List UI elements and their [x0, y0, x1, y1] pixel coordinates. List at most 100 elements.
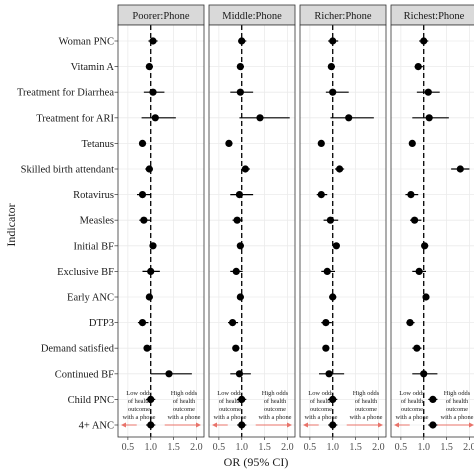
or-point — [415, 267, 423, 275]
low-odds-note: of health — [219, 398, 242, 405]
or-point — [329, 88, 337, 96]
low-odds-arrowhead — [303, 422, 308, 428]
or-point — [147, 267, 155, 275]
high-odds-note: with a phone — [440, 414, 473, 421]
indicator-label: Treatment for Diarrhea — [17, 88, 114, 99]
facet-strip-label: Poorer:Phone — [132, 11, 190, 22]
high-odds-note: with a phone — [349, 414, 382, 421]
or-point — [456, 165, 464, 173]
panel-background — [118, 25, 204, 437]
or-point — [429, 421, 437, 429]
indicator-label: Exclusive BF — [57, 267, 114, 278]
low-odds-note: with a phone — [304, 414, 337, 421]
high-odds-note: outcome — [355, 406, 377, 413]
panel-border — [299, 24, 387, 438]
panel-background — [300, 25, 386, 437]
low-odds-note: with a phone — [213, 414, 246, 421]
or-point — [138, 139, 147, 147]
or-point — [145, 165, 153, 173]
panel-background — [209, 25, 295, 437]
x-tick-label: 2.0 — [190, 442, 203, 453]
low-odds-note: Low odds — [217, 390, 243, 397]
indicator-label: Skilled birth attendant — [21, 165, 114, 176]
or-point — [236, 88, 244, 96]
or-point — [332, 242, 340, 250]
or-point — [422, 293, 430, 301]
high-odds-note: outcome — [173, 406, 195, 413]
facet-strip-label: Richer:Phone — [314, 11, 371, 22]
low-odds-note: with a phone — [395, 414, 428, 421]
or-point — [145, 293, 153, 301]
indicator-label: Measles — [80, 216, 114, 227]
panel-border — [208, 24, 296, 438]
or-point — [420, 370, 428, 378]
x-tick-label: 1.0 — [235, 442, 248, 453]
or-point — [149, 88, 157, 96]
or-point — [138, 319, 147, 327]
or-point — [329, 37, 337, 45]
or-point — [238, 395, 246, 403]
or-point — [236, 63, 244, 71]
or-point — [149, 37, 157, 45]
x-tick-label: 0.5 — [122, 442, 135, 453]
high-odds-note: High odds — [262, 390, 289, 397]
or-point — [225, 139, 233, 147]
facet-strip-label: Middle:Phone — [222, 11, 282, 22]
x-tick-label: 2.0 — [463, 442, 474, 453]
or-point — [147, 395, 155, 403]
x-tick-label: 0.5 — [304, 442, 317, 453]
indicator-label: DTP3 — [89, 318, 114, 329]
or-point — [228, 319, 237, 327]
low-odds-note: of health — [128, 398, 151, 405]
indicator-label: 4+ ANC — [79, 421, 114, 432]
indicator-label: Early ANC — [67, 293, 114, 304]
x-tick-label: 1.0 — [417, 442, 430, 453]
indicator-label: Woman PNC — [59, 37, 114, 48]
x-tick-label: 1.0 — [144, 442, 157, 453]
or-point — [317, 139, 325, 147]
or-point — [329, 395, 337, 403]
indicator-label: Tetanus — [81, 139, 114, 150]
or-point — [406, 319, 414, 327]
x-tick-label: 1.0 — [326, 442, 339, 453]
or-point — [236, 293, 244, 301]
or-point — [326, 216, 335, 224]
or-point — [256, 114, 264, 122]
high-odds-arrowhead — [378, 422, 383, 428]
or-point — [140, 216, 148, 224]
high-odds-note: with a phone — [167, 414, 200, 421]
indicator-label: Rotavirus — [73, 190, 114, 201]
or-point — [408, 139, 416, 147]
low-odds-arrowhead — [212, 422, 217, 428]
low-odds-note: of health — [310, 398, 333, 405]
high-odds-note: of health — [355, 398, 378, 405]
indicator-label: Continued BF — [55, 369, 114, 380]
high-odds-note: of health — [173, 398, 196, 405]
x-tick-label: 1.5 — [349, 442, 362, 453]
or-point — [143, 344, 151, 352]
high-odds-note: High odds — [353, 390, 380, 397]
x-tick-label: 0.5 — [213, 442, 226, 453]
or-point — [147, 421, 155, 429]
indicator-label: Vitamin A — [71, 62, 115, 73]
or-point — [232, 267, 240, 275]
low-odds-note: of health — [401, 398, 424, 405]
high-odds-note: outcome — [264, 406, 286, 413]
or-point — [424, 88, 432, 96]
or-point — [345, 114, 353, 122]
or-point — [407, 191, 415, 199]
or-point — [410, 216, 419, 224]
or-point — [322, 319, 330, 327]
or-point — [235, 191, 244, 199]
low-odds-note: Low odds — [399, 390, 425, 397]
or-point — [241, 165, 249, 173]
low-odds-arrowhead — [121, 422, 126, 428]
high-odds-arrowhead — [287, 422, 292, 428]
high-odds-arrowhead — [469, 422, 474, 428]
or-point — [149, 242, 157, 250]
indicator-label: Child PNC — [68, 395, 114, 406]
or-point — [421, 242, 429, 250]
low-odds-note: with a phone — [122, 414, 155, 421]
